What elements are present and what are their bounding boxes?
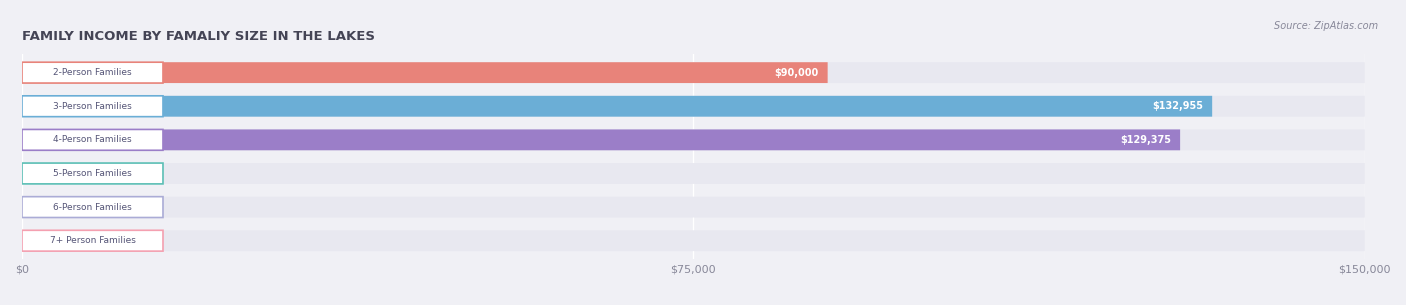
FancyBboxPatch shape xyxy=(22,230,76,251)
Text: Source: ZipAtlas.com: Source: ZipAtlas.com xyxy=(1274,21,1378,31)
Text: 6-Person Families: 6-Person Families xyxy=(53,203,132,212)
Text: $0: $0 xyxy=(89,236,103,246)
Text: 7+ Person Families: 7+ Person Families xyxy=(49,236,135,245)
FancyBboxPatch shape xyxy=(22,230,1365,251)
FancyBboxPatch shape xyxy=(22,129,163,150)
FancyBboxPatch shape xyxy=(22,62,1365,83)
FancyBboxPatch shape xyxy=(22,62,163,83)
Text: 3-Person Families: 3-Person Families xyxy=(53,102,132,111)
FancyBboxPatch shape xyxy=(22,129,1180,150)
Text: FAMILY INCOME BY FAMALIY SIZE IN THE LAKES: FAMILY INCOME BY FAMALIY SIZE IN THE LAK… xyxy=(22,30,375,43)
FancyBboxPatch shape xyxy=(22,230,163,251)
FancyBboxPatch shape xyxy=(22,129,1365,150)
Text: $129,375: $129,375 xyxy=(1121,135,1171,145)
FancyBboxPatch shape xyxy=(22,96,1365,117)
FancyBboxPatch shape xyxy=(22,62,828,83)
FancyBboxPatch shape xyxy=(22,96,1212,117)
FancyBboxPatch shape xyxy=(22,163,163,184)
FancyBboxPatch shape xyxy=(22,197,1365,217)
Text: $90,000: $90,000 xyxy=(775,68,818,78)
FancyBboxPatch shape xyxy=(22,197,76,217)
FancyBboxPatch shape xyxy=(22,96,163,117)
Text: 4-Person Families: 4-Person Families xyxy=(53,135,132,144)
Text: $132,955: $132,955 xyxy=(1153,101,1204,111)
Text: 2-Person Families: 2-Person Families xyxy=(53,68,132,77)
FancyBboxPatch shape xyxy=(22,163,76,184)
Text: 5-Person Families: 5-Person Families xyxy=(53,169,132,178)
Text: $0: $0 xyxy=(89,202,103,212)
Text: $0: $0 xyxy=(89,168,103,178)
FancyBboxPatch shape xyxy=(22,163,1365,184)
FancyBboxPatch shape xyxy=(22,197,163,217)
